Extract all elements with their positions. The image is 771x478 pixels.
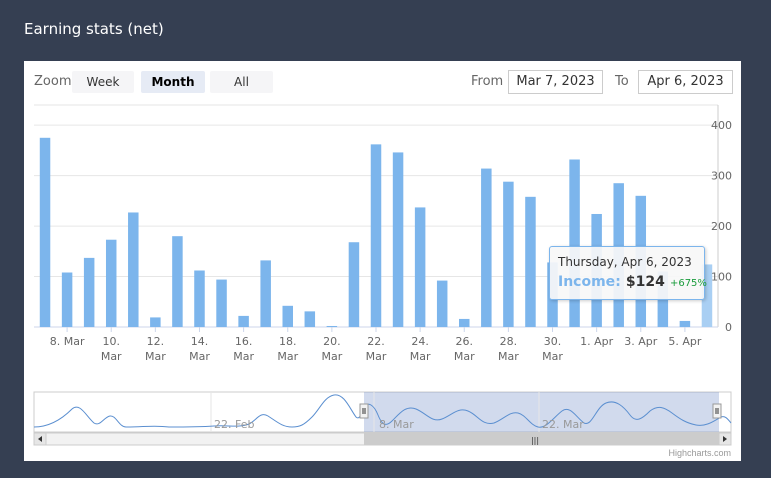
x-tick-label: 28. Mar — [498, 335, 519, 363]
navigator-label: 22. Feb — [214, 418, 254, 431]
bar-mar-19[interactable] — [304, 311, 316, 327]
bar-apr-6[interactable] — [701, 264, 713, 327]
x-tick-label: 12. Mar — [145, 335, 166, 363]
bar-mar-22[interactable] — [370, 144, 382, 327]
bar-mar-25[interactable] — [436, 280, 448, 327]
navigator-left-handle[interactable] — [359, 403, 369, 419]
bar-mar-24[interactable] — [414, 207, 426, 327]
x-tick-label: 8. Mar — [50, 335, 85, 348]
x-tick-label: 30. Mar — [542, 335, 563, 363]
zoom-all-button[interactable]: All — [210, 71, 273, 93]
tooltip-series-name: Income — [558, 274, 616, 290]
zoom-label: Zoom — [34, 74, 72, 89]
zoom-week-button[interactable]: Week — [72, 71, 134, 93]
x-tick-label: 14. Mar — [189, 335, 210, 363]
x-tick-label: 18. Mar — [277, 335, 298, 363]
tooltip-value-line: Income: $124 +675% — [558, 274, 707, 290]
tooltip-date: Thursday, Apr 6, 2023 — [558, 255, 692, 269]
bar-mar-14[interactable] — [194, 270, 205, 327]
y-tick-label: 300 — [711, 170, 732, 183]
bar-mar-8[interactable] — [61, 272, 73, 327]
bar-mar-15[interactable] — [216, 279, 227, 327]
bar-mar-9[interactable] — [83, 257, 95, 327]
tooltip-change: +675% — [669, 278, 707, 289]
bar-mar-31[interactable] — [569, 159, 580, 327]
x-axis-labels: 8. Mar 10. Mar 12. Mar 14. Mar 16. Mar 18. Mar 20. M… — [50, 335, 702, 363]
bar-mar-23[interactable] — [392, 152, 404, 327]
x-tick-label: 26. Mar — [454, 335, 475, 363]
x-tick-label: 3. Apr — [624, 335, 657, 348]
x-tick-label: 16. Mar — [233, 335, 254, 363]
x-tick-label: 10. Mar — [101, 335, 122, 363]
bar-mar-13[interactable] — [172, 236, 183, 327]
y-tick-label: 0 — [725, 321, 732, 334]
navigator-series-line — [33, 394, 732, 428]
x-tick-label: 1. Apr — [580, 335, 613, 348]
y-axis-labels: 0 100 200 300 400 — [711, 119, 732, 334]
scrollbar-grip-icon: ||| — [531, 436, 539, 445]
tooltip-value: $124 — [625, 274, 665, 290]
x-tick-label: 20. Mar — [321, 335, 342, 363]
bar-mar-17[interactable] — [260, 260, 271, 327]
bar-mar-12[interactable] — [150, 317, 161, 327]
scrollbar-thumb[interactable] — [364, 433, 719, 445]
navigator-label: 8. Mar — [379, 418, 414, 431]
navigator: 22. Feb 8. Mar 22. Mar — [33, 391, 732, 433]
navigator-label: 22. Mar — [542, 418, 584, 431]
navigator-selected-range[interactable] — [364, 392, 719, 432]
chart-tooltip: Thursday, Apr 6, 2023 Income: $124 +675% — [549, 246, 707, 300]
page-title: Earning stats (net) — [24, 20, 164, 38]
x-tick-label: 24. Mar — [410, 335, 431, 363]
y-tick-label: 200 — [711, 220, 732, 233]
bar-mar-21[interactable] — [348, 242, 360, 327]
navigator-background — [33, 391, 732, 433]
from-label: From — [471, 74, 504, 89]
bar-mar-29[interactable] — [525, 196, 536, 327]
y-tick-label: 100 — [711, 271, 732, 284]
chart-svg: 0 100 200 300 400 8. Mar 10. Mar 12. Mar 14. Mar 16… — [33, 104, 732, 446]
bar-mar-10[interactable] — [105, 239, 117, 327]
x-tick-label: 22. Mar — [366, 335, 387, 363]
bar-mar-28[interactable] — [503, 181, 514, 327]
bar-apr-5[interactable] — [679, 320, 691, 327]
bar-mar-18[interactable] — [282, 305, 293, 327]
navigator-right-handle[interactable] — [712, 403, 722, 419]
to-label: To — [615, 74, 629, 89]
highcharts-credits[interactable]: Highcharts.com — [668, 448, 731, 458]
x-tick-label: 5. Apr — [668, 335, 701, 348]
to-date-input[interactable]: Apr 6, 2023 — [638, 70, 733, 94]
from-date-input[interactable]: Mar 7, 2023 — [508, 70, 603, 94]
scrollbar: ||| — [33, 432, 732, 446]
bar-mar-20[interactable] — [326, 325, 338, 327]
bar-mar-26[interactable] — [459, 318, 470, 327]
chart-card: Zoom Week Month All From Mar 7, 2023 To … — [24, 61, 741, 461]
bar-mar-11[interactable] — [128, 212, 139, 327]
bar-mar-16[interactable] — [238, 315, 249, 327]
bar-series — [39, 137, 713, 332]
zoom-month-button[interactable]: Month — [141, 71, 205, 93]
arrow-right-icon — [723, 436, 727, 442]
bar-mar-27[interactable] — [481, 168, 492, 327]
y-tick-label: 400 — [711, 119, 732, 132]
arrow-left-icon — [38, 436, 42, 442]
bar-mar-7[interactable] — [39, 137, 51, 327]
